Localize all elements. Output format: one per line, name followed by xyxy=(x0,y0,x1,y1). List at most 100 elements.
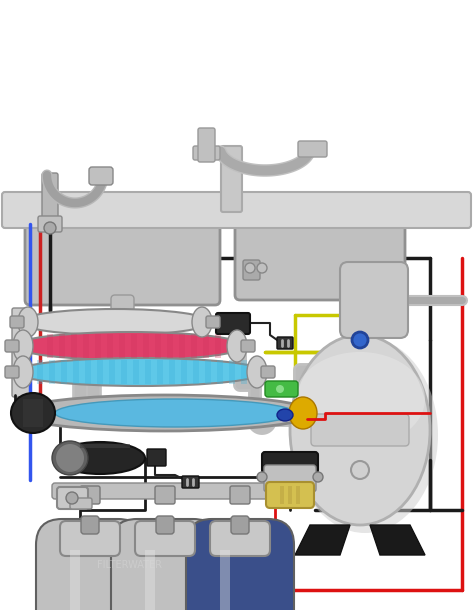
Bar xyxy=(131,334,137,358)
Bar xyxy=(203,334,209,358)
Ellipse shape xyxy=(20,309,210,335)
Circle shape xyxy=(203,317,213,327)
Circle shape xyxy=(276,385,284,393)
Circle shape xyxy=(257,263,267,273)
Ellipse shape xyxy=(13,356,33,388)
Ellipse shape xyxy=(11,393,55,433)
Circle shape xyxy=(238,341,248,351)
Bar xyxy=(23,399,43,403)
FancyBboxPatch shape xyxy=(265,381,298,397)
FancyBboxPatch shape xyxy=(340,262,408,338)
Circle shape xyxy=(257,472,267,482)
Bar xyxy=(296,486,300,504)
Bar xyxy=(119,334,125,358)
FancyBboxPatch shape xyxy=(89,167,113,185)
FancyBboxPatch shape xyxy=(298,141,327,157)
Circle shape xyxy=(258,367,268,377)
Bar xyxy=(217,360,223,384)
FancyBboxPatch shape xyxy=(182,476,199,488)
Circle shape xyxy=(17,317,27,327)
Bar xyxy=(155,334,161,358)
Bar xyxy=(145,550,155,610)
FancyBboxPatch shape xyxy=(111,295,134,344)
FancyBboxPatch shape xyxy=(42,173,58,227)
Bar xyxy=(181,360,187,384)
Bar xyxy=(70,550,80,610)
Polygon shape xyxy=(295,525,350,555)
FancyBboxPatch shape xyxy=(266,482,314,508)
FancyBboxPatch shape xyxy=(231,516,249,534)
Ellipse shape xyxy=(21,336,239,356)
FancyBboxPatch shape xyxy=(264,465,316,492)
Ellipse shape xyxy=(55,442,145,474)
Bar xyxy=(59,334,65,358)
FancyBboxPatch shape xyxy=(135,521,195,556)
Ellipse shape xyxy=(56,444,84,472)
Ellipse shape xyxy=(52,441,88,475)
Bar xyxy=(145,360,151,384)
Text: FILTERWATER: FILTERWATER xyxy=(98,560,163,570)
FancyBboxPatch shape xyxy=(38,216,62,232)
Bar xyxy=(47,334,53,358)
Circle shape xyxy=(351,461,369,479)
FancyBboxPatch shape xyxy=(10,316,24,328)
FancyBboxPatch shape xyxy=(52,483,268,499)
Bar xyxy=(288,486,292,504)
Bar xyxy=(23,403,43,407)
FancyBboxPatch shape xyxy=(60,521,120,556)
FancyBboxPatch shape xyxy=(235,220,405,300)
FancyBboxPatch shape xyxy=(36,519,144,610)
Ellipse shape xyxy=(290,335,430,525)
FancyBboxPatch shape xyxy=(5,340,19,352)
Circle shape xyxy=(313,472,323,482)
FancyBboxPatch shape xyxy=(81,516,99,534)
Ellipse shape xyxy=(227,330,247,362)
Bar xyxy=(193,360,199,384)
Bar xyxy=(169,360,175,384)
Circle shape xyxy=(245,263,255,273)
Bar xyxy=(143,334,149,358)
Bar xyxy=(61,360,67,384)
FancyBboxPatch shape xyxy=(186,519,294,610)
Ellipse shape xyxy=(15,395,315,431)
Ellipse shape xyxy=(18,307,38,337)
Bar xyxy=(95,334,101,358)
FancyBboxPatch shape xyxy=(5,366,19,378)
FancyBboxPatch shape xyxy=(12,308,30,397)
FancyBboxPatch shape xyxy=(156,516,174,534)
Bar xyxy=(80,444,130,448)
Bar xyxy=(179,334,185,358)
Bar xyxy=(215,334,221,358)
Bar xyxy=(23,415,43,419)
FancyBboxPatch shape xyxy=(155,486,175,504)
FancyBboxPatch shape xyxy=(206,316,220,328)
FancyBboxPatch shape xyxy=(277,337,293,349)
Ellipse shape xyxy=(15,332,245,360)
Polygon shape xyxy=(370,525,425,555)
Bar xyxy=(205,360,211,384)
FancyBboxPatch shape xyxy=(147,449,166,466)
FancyBboxPatch shape xyxy=(230,486,250,504)
Ellipse shape xyxy=(277,409,293,421)
FancyBboxPatch shape xyxy=(80,486,100,504)
Bar xyxy=(167,334,173,358)
Circle shape xyxy=(17,367,27,377)
Ellipse shape xyxy=(13,330,33,362)
Bar xyxy=(71,334,77,358)
Bar xyxy=(220,550,230,610)
Bar xyxy=(49,360,55,384)
FancyBboxPatch shape xyxy=(243,260,260,280)
Text: FILTERWATER: FILTERWATER xyxy=(319,430,392,440)
Ellipse shape xyxy=(25,313,205,331)
Bar xyxy=(37,360,43,384)
FancyBboxPatch shape xyxy=(193,146,220,160)
FancyBboxPatch shape xyxy=(111,519,219,610)
Circle shape xyxy=(17,341,27,351)
Bar xyxy=(121,360,127,384)
Bar xyxy=(97,360,103,384)
Ellipse shape xyxy=(15,358,265,386)
Ellipse shape xyxy=(289,397,317,429)
FancyBboxPatch shape xyxy=(210,521,270,556)
Bar xyxy=(157,360,163,384)
FancyBboxPatch shape xyxy=(25,220,220,305)
